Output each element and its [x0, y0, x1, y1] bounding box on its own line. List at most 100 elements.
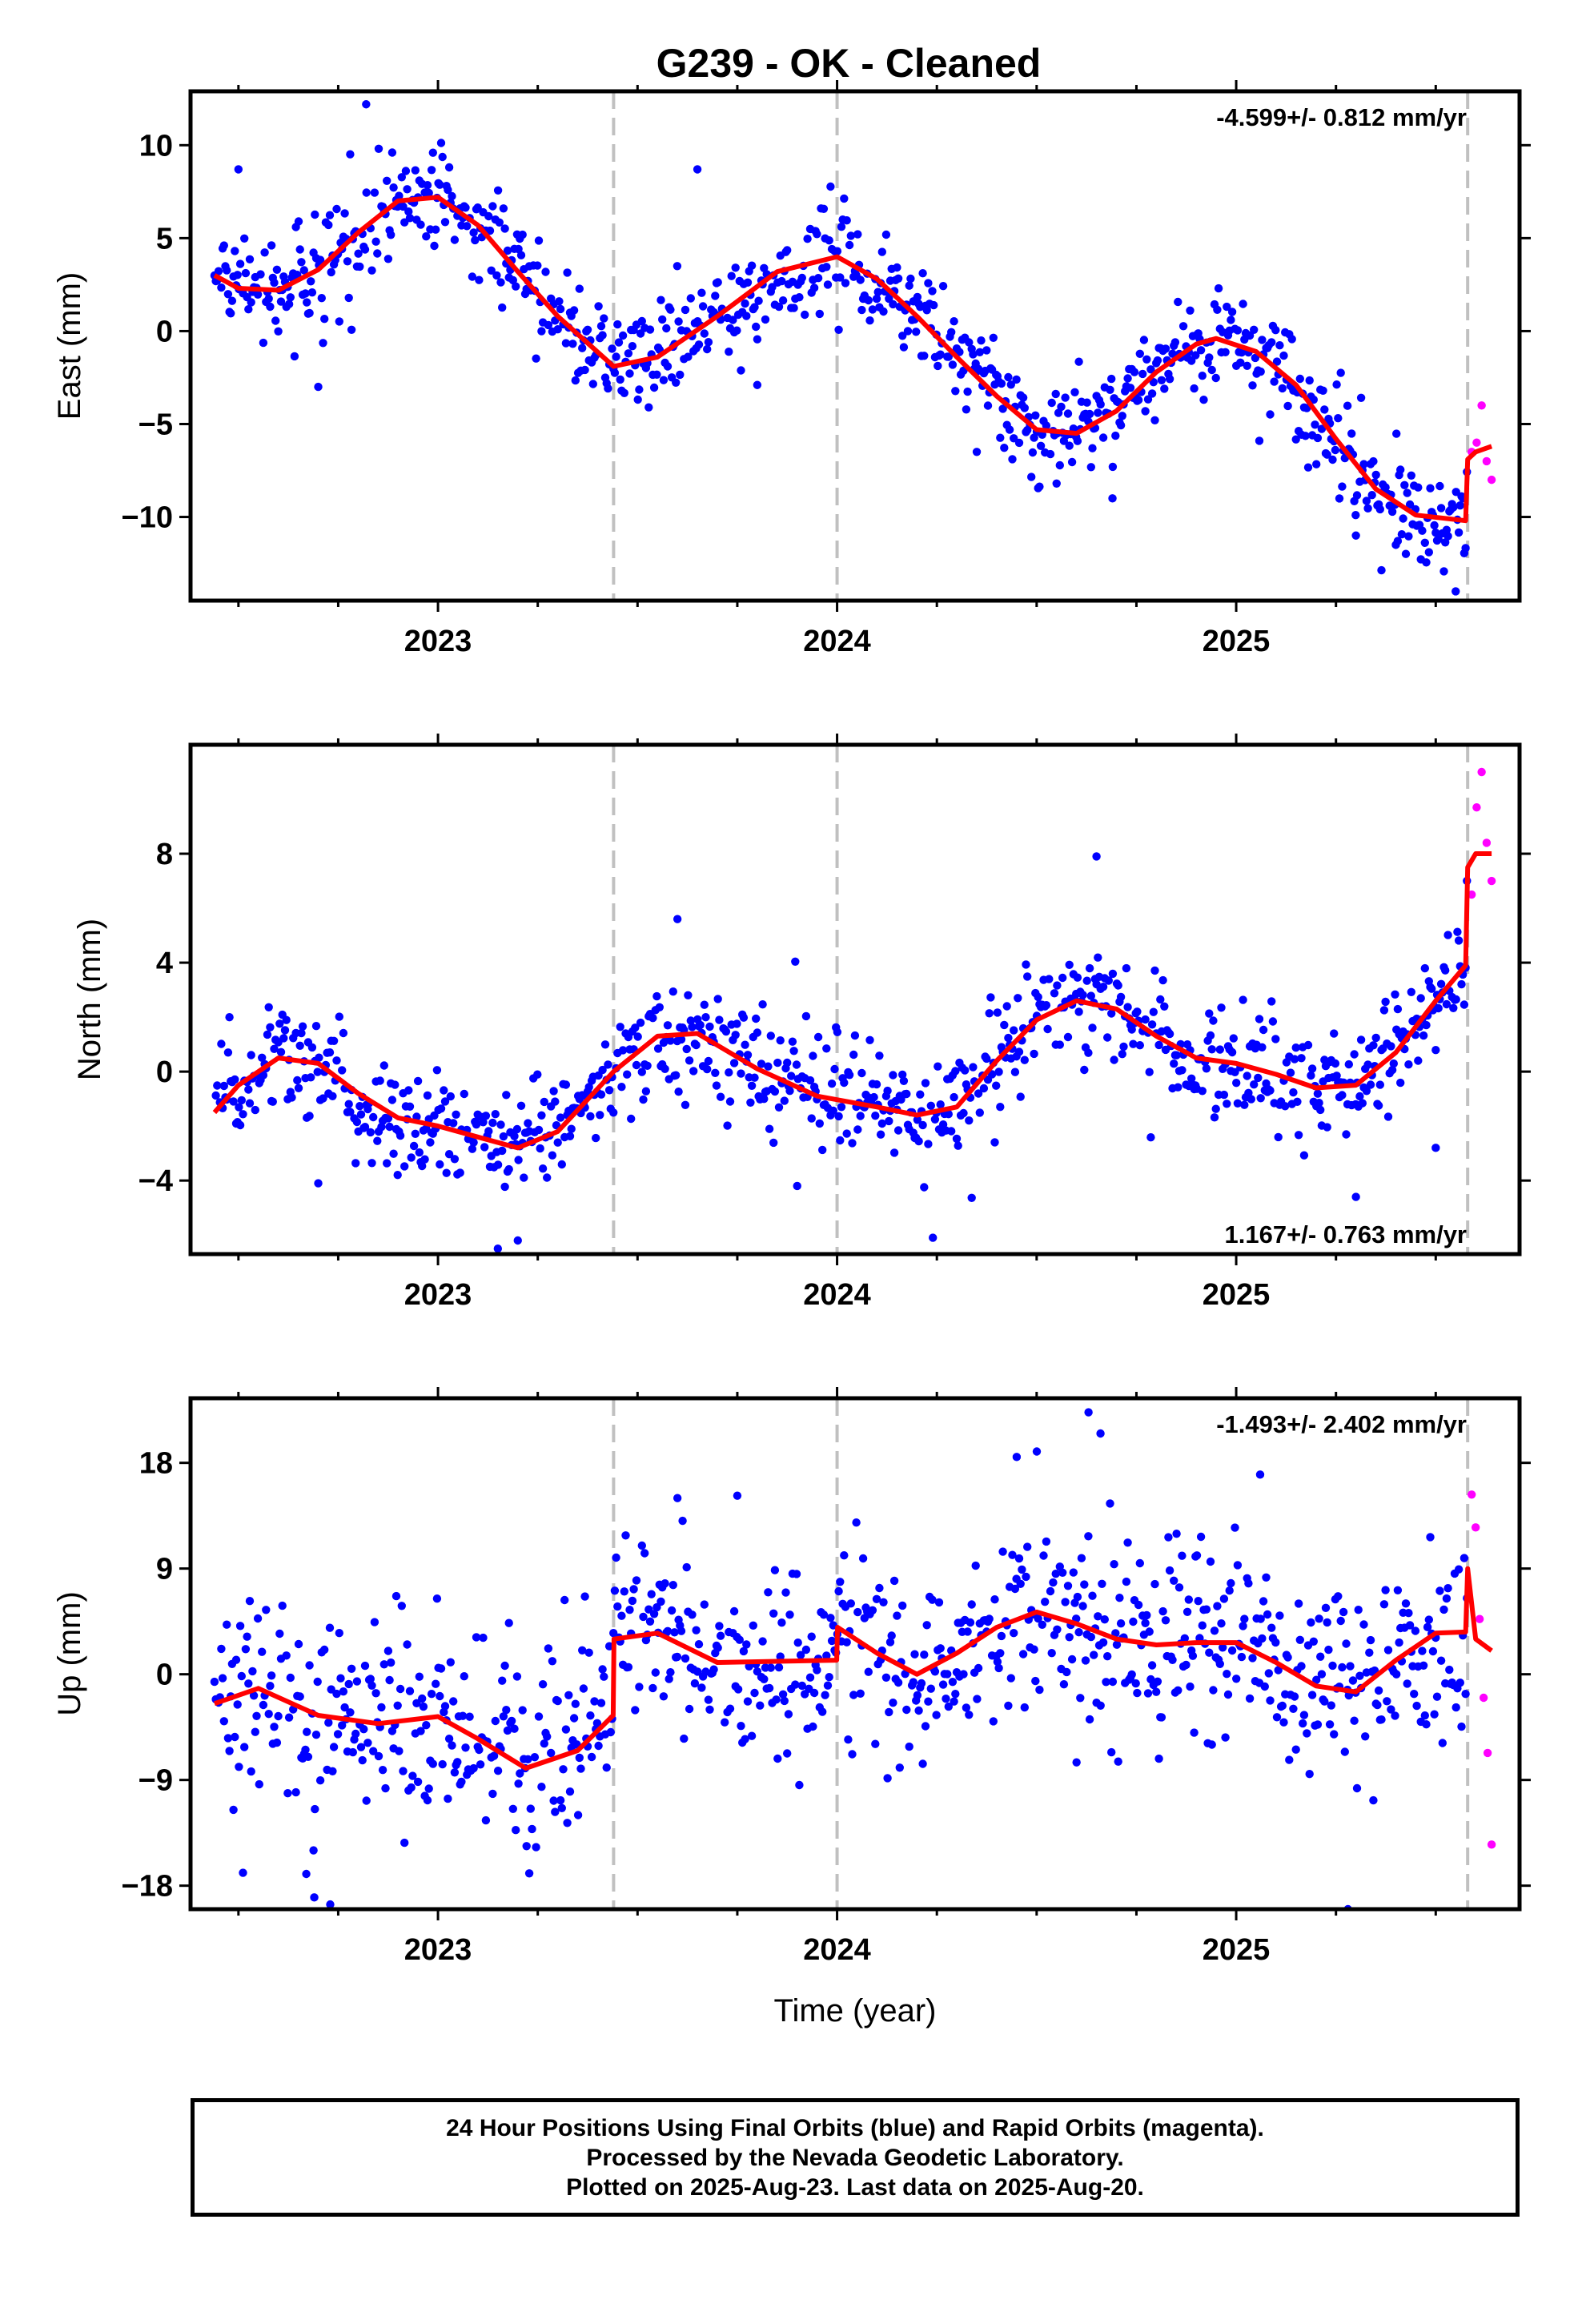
up-final-point	[1032, 1447, 1042, 1456]
north-final-point	[1205, 1009, 1214, 1018]
east-final-point	[499, 204, 508, 213]
north-final-point	[548, 1151, 557, 1160]
up-final-point	[962, 1703, 971, 1712]
east-final-point	[362, 188, 371, 197]
up-final-point	[283, 1789, 292, 1798]
up-final-point	[666, 1668, 675, 1677]
north-final-point	[1141, 1015, 1150, 1024]
north-final-point	[409, 1141, 419, 1151]
up-final-point	[1038, 1620, 1047, 1630]
east-final-point	[1186, 306, 1195, 315]
up-final-point	[1073, 1592, 1082, 1602]
east-final-point	[1407, 471, 1416, 480]
up-final-point	[576, 1764, 585, 1773]
north-final-point	[488, 1118, 497, 1128]
east-final-point	[1424, 548, 1434, 557]
north-final-point	[696, 1020, 705, 1030]
north-final-point	[1080, 1065, 1089, 1075]
up-final-point	[397, 1602, 406, 1610]
east-final-point	[568, 340, 577, 348]
north-final-point	[1016, 1092, 1025, 1101]
east-final-point	[428, 148, 437, 157]
north-final-point	[1244, 1088, 1253, 1098]
up-final-point	[1077, 1554, 1086, 1562]
up-final-point	[846, 1599, 856, 1608]
east-final-point	[317, 294, 326, 303]
east-final-point	[1035, 482, 1044, 491]
east-final-point	[469, 228, 478, 237]
north-final-point	[229, 1097, 238, 1106]
east-final-point	[1094, 408, 1102, 417]
east-final-point	[893, 263, 901, 272]
north-final-point	[996, 1103, 1005, 1112]
east-final-point	[659, 376, 669, 384]
up-final-point	[1258, 1634, 1267, 1643]
north-final-point	[700, 1000, 709, 1009]
north-final-point	[1363, 1060, 1372, 1069]
up-final-point	[448, 1741, 456, 1750]
east-final-point	[1352, 491, 1362, 500]
north-final-point	[723, 1121, 732, 1130]
north-final-point	[514, 1156, 523, 1164]
up-final-point	[781, 1588, 790, 1597]
east-final-point	[789, 304, 798, 312]
north-final-point	[774, 1103, 784, 1112]
north-final-point	[1215, 1045, 1225, 1054]
north-final-point	[1073, 973, 1082, 982]
up-final-point	[1194, 1597, 1203, 1606]
north-final-point	[1053, 981, 1062, 990]
north-final-point	[280, 1026, 290, 1035]
up-final-point	[1164, 1533, 1173, 1542]
east-final-point	[681, 305, 690, 315]
up-final-point	[821, 1691, 829, 1699]
north-final-point	[636, 1018, 645, 1027]
up-final-point	[332, 1689, 341, 1699]
up-final-point	[1244, 1579, 1253, 1588]
up-final-point	[1307, 1691, 1317, 1699]
north-final-point	[929, 1233, 938, 1242]
east-final-point	[274, 327, 283, 336]
up-final-point	[872, 1594, 881, 1604]
east-final-point	[1067, 457, 1077, 467]
up-rapid-point	[1475, 1614, 1484, 1623]
up-final-point	[750, 1688, 759, 1698]
east-final-point	[561, 339, 571, 348]
east-final-point	[1256, 367, 1265, 376]
east-final-point	[241, 268, 251, 278]
east-final-point	[234, 165, 243, 174]
up-final-point	[418, 1694, 427, 1703]
up-final-point	[921, 1722, 930, 1731]
north-plot-area	[211, 745, 1496, 1254]
up-final-point	[648, 1683, 657, 1693]
up-final-point	[338, 1721, 347, 1730]
east-x-tick-label: 2025	[1203, 625, 1271, 658]
north-final-point	[460, 1089, 468, 1099]
up-final-point	[479, 1633, 488, 1642]
up-final-point	[1219, 1594, 1229, 1603]
north-final-point	[436, 1104, 446, 1113]
up-plot-area	[210, 1398, 1496, 1909]
east-final-point	[256, 270, 265, 279]
up-final-point	[1016, 1579, 1025, 1589]
up-final-point	[1094, 1612, 1102, 1621]
north-final-point	[637, 1068, 646, 1076]
up-final-point	[793, 1638, 802, 1647]
up-final-point	[1074, 1628, 1083, 1637]
north-final-point	[951, 1067, 960, 1076]
up-final-point	[1278, 1701, 1287, 1711]
up-final-point	[1143, 1689, 1153, 1698]
north-final-point	[793, 1181, 801, 1191]
north-final-point	[1420, 963, 1430, 973]
up-final-point	[538, 1680, 548, 1689]
east-final-point	[729, 316, 737, 324]
up-final-point	[1383, 1697, 1391, 1706]
up-final-point	[1266, 1696, 1275, 1705]
north-final-point	[792, 1060, 801, 1069]
up-final-point	[564, 1691, 573, 1699]
up-final-point	[225, 1747, 234, 1755]
up-final-point	[1295, 1635, 1305, 1644]
east-final-point	[906, 274, 915, 283]
north-final-point	[1043, 1024, 1052, 1034]
north-final-point	[1313, 1089, 1323, 1098]
up-x-axis-label: Time (year)	[774, 1993, 937, 2028]
